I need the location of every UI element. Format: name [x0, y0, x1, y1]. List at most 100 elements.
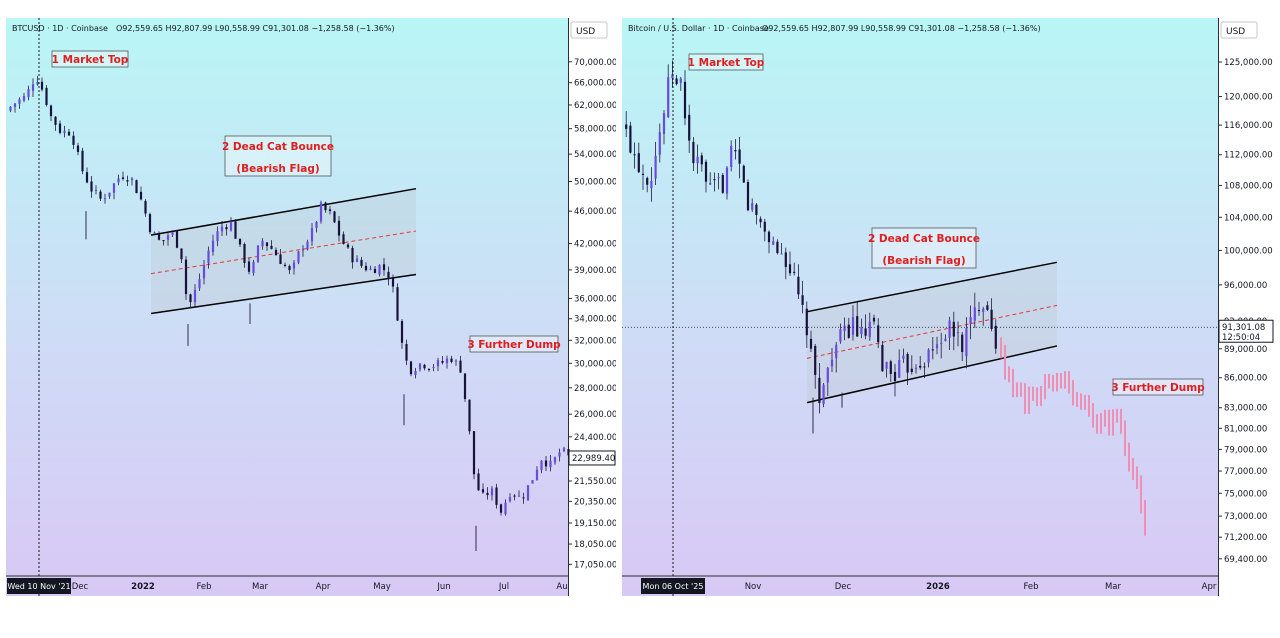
- chart-svg: 70,000.00 66,000.00 62,000.00 58,000.00 54,0…: [6, 18, 616, 596]
- y-tick-label: 104,000.00: [1224, 213, 1273, 223]
- candle-body: [450, 358, 453, 362]
- candle-body: [94, 189, 98, 191]
- candles: [9, 75, 570, 552]
- x-tick-label: Apr: [316, 582, 331, 592]
- candle-body: [9, 106, 12, 111]
- chart-svg: 125,000.00 120,000.00 116,000.00 112,000.00…: [622, 18, 1274, 596]
- candle-body: [675, 78, 678, 85]
- projected-bar: [1000, 337, 1002, 359]
- x-tick-label: Dec: [72, 582, 89, 592]
- projected-bar: [1104, 409, 1106, 427]
- candle-body: [495, 487, 498, 505]
- countdown-label: 12:50:04: [1222, 333, 1260, 343]
- projected-bars: [1000, 337, 1146, 536]
- candle-body: [990, 309, 993, 329]
- candle-body: [562, 448, 566, 451]
- chart-header: BTCUSD · 1D · Coinbase O92,559.65 H92,807…: [12, 24, 395, 33]
- candle-body: [994, 325, 997, 349]
- candle-body: [369, 268, 372, 270]
- candle-body: [646, 177, 649, 185]
- annotation-text: 1 Market Top: [52, 54, 129, 66]
- projected-bar: [1080, 393, 1082, 410]
- symbol-label: BTCUSD · 1D · Coinbase: [12, 24, 108, 33]
- candle-body: [499, 504, 503, 513]
- candle-body: [175, 230, 179, 248]
- symbol-label: Bitcoin / U.S. Dollar · 1D · Coinbase: [628, 24, 769, 33]
- y-tick-label: 26,000.00: [574, 410, 616, 420]
- candle-body: [730, 145, 733, 167]
- projected-bar: [1044, 373, 1046, 400]
- candle-body: [135, 180, 138, 194]
- x-tick-label: Feb: [1023, 582, 1038, 592]
- candle-body: [780, 253, 783, 255]
- y-tick-label: 81,000.00: [1224, 424, 1267, 434]
- projected-bar: [1136, 466, 1138, 490]
- candle-body: [893, 371, 897, 382]
- annotation-box: [224, 135, 332, 177]
- annotation-1: 1 Market Top: [51, 50, 129, 68]
- candle-body: [956, 332, 960, 334]
- annotation-3: (Bearish Flag): [882, 255, 965, 267]
- candle-body: [553, 457, 557, 463]
- candle-body: [67, 131, 71, 136]
- candle-body: [793, 271, 796, 273]
- candle-body: [797, 276, 800, 295]
- projected-bar: [1064, 371, 1066, 389]
- y-tick-label: 77,000.00: [1224, 467, 1267, 477]
- y-tick-label: 112,000.00: [1224, 151, 1273, 161]
- candle-body: [261, 240, 264, 247]
- channel-fill: [151, 188, 416, 314]
- last-price-label: 22,989.40: [572, 454, 615, 464]
- annotation-box: [688, 53, 764, 71]
- projected-bar: [1096, 414, 1098, 434]
- candle-body: [387, 271, 390, 279]
- candle-body: [148, 214, 152, 233]
- candle-body: [382, 264, 386, 271]
- projected-bar: [1004, 344, 1006, 380]
- projected-bar: [1112, 409, 1114, 436]
- y-tick-label: 28,000.00: [574, 384, 616, 394]
- x-tick-label: Au: [556, 582, 567, 592]
- candle-body: [436, 360, 440, 367]
- currency-box[interactable]: [1220, 21, 1258, 39]
- y-tick-label: 39,000.00: [574, 266, 616, 276]
- candle-body: [130, 178, 134, 181]
- currency-box[interactable]: [570, 21, 608, 39]
- candle-body: [717, 177, 720, 179]
- candle-body: [662, 113, 666, 134]
- projected-bar: [1008, 366, 1010, 383]
- candle-body: [243, 243, 246, 263]
- candle-body: [31, 84, 35, 91]
- projected-bar: [1144, 499, 1146, 536]
- ohlc-readout: O92,559.65 H92,807.99 L90,558.99 C91,301…: [116, 24, 395, 33]
- candle-body: [625, 124, 628, 129]
- candle-body: [641, 173, 645, 175]
- candle-body: [346, 244, 350, 248]
- annotation-box: [871, 227, 977, 269]
- candle-body: [734, 150, 737, 152]
- projected-bar: [1048, 373, 1050, 389]
- candle-body: [818, 377, 821, 404]
- candle-body: [526, 485, 530, 500]
- x-tick-label: May: [373, 582, 391, 592]
- candle-body: [364, 265, 368, 271]
- candle-body: [166, 235, 170, 240]
- annotation-box: [469, 335, 559, 353]
- candle-body: [157, 233, 161, 240]
- candle-body: [633, 154, 636, 156]
- candle-body: [809, 338, 813, 349]
- candle-body: [977, 310, 981, 312]
- y-tick-label: 42,000.00: [574, 240, 616, 250]
- candle-body: [477, 473, 480, 491]
- x-tick-label: Nov: [745, 582, 762, 592]
- candle-body: [776, 241, 779, 254]
- candle-body: [784, 252, 787, 267]
- candle-body: [121, 177, 125, 179]
- candle-body: [72, 135, 75, 145]
- candle-body: [292, 262, 296, 269]
- candle-body: [103, 198, 107, 200]
- candle-body: [658, 132, 661, 155]
- candle-body: [531, 480, 534, 484]
- candle-body: [517, 495, 521, 497]
- candle-body: [637, 153, 640, 173]
